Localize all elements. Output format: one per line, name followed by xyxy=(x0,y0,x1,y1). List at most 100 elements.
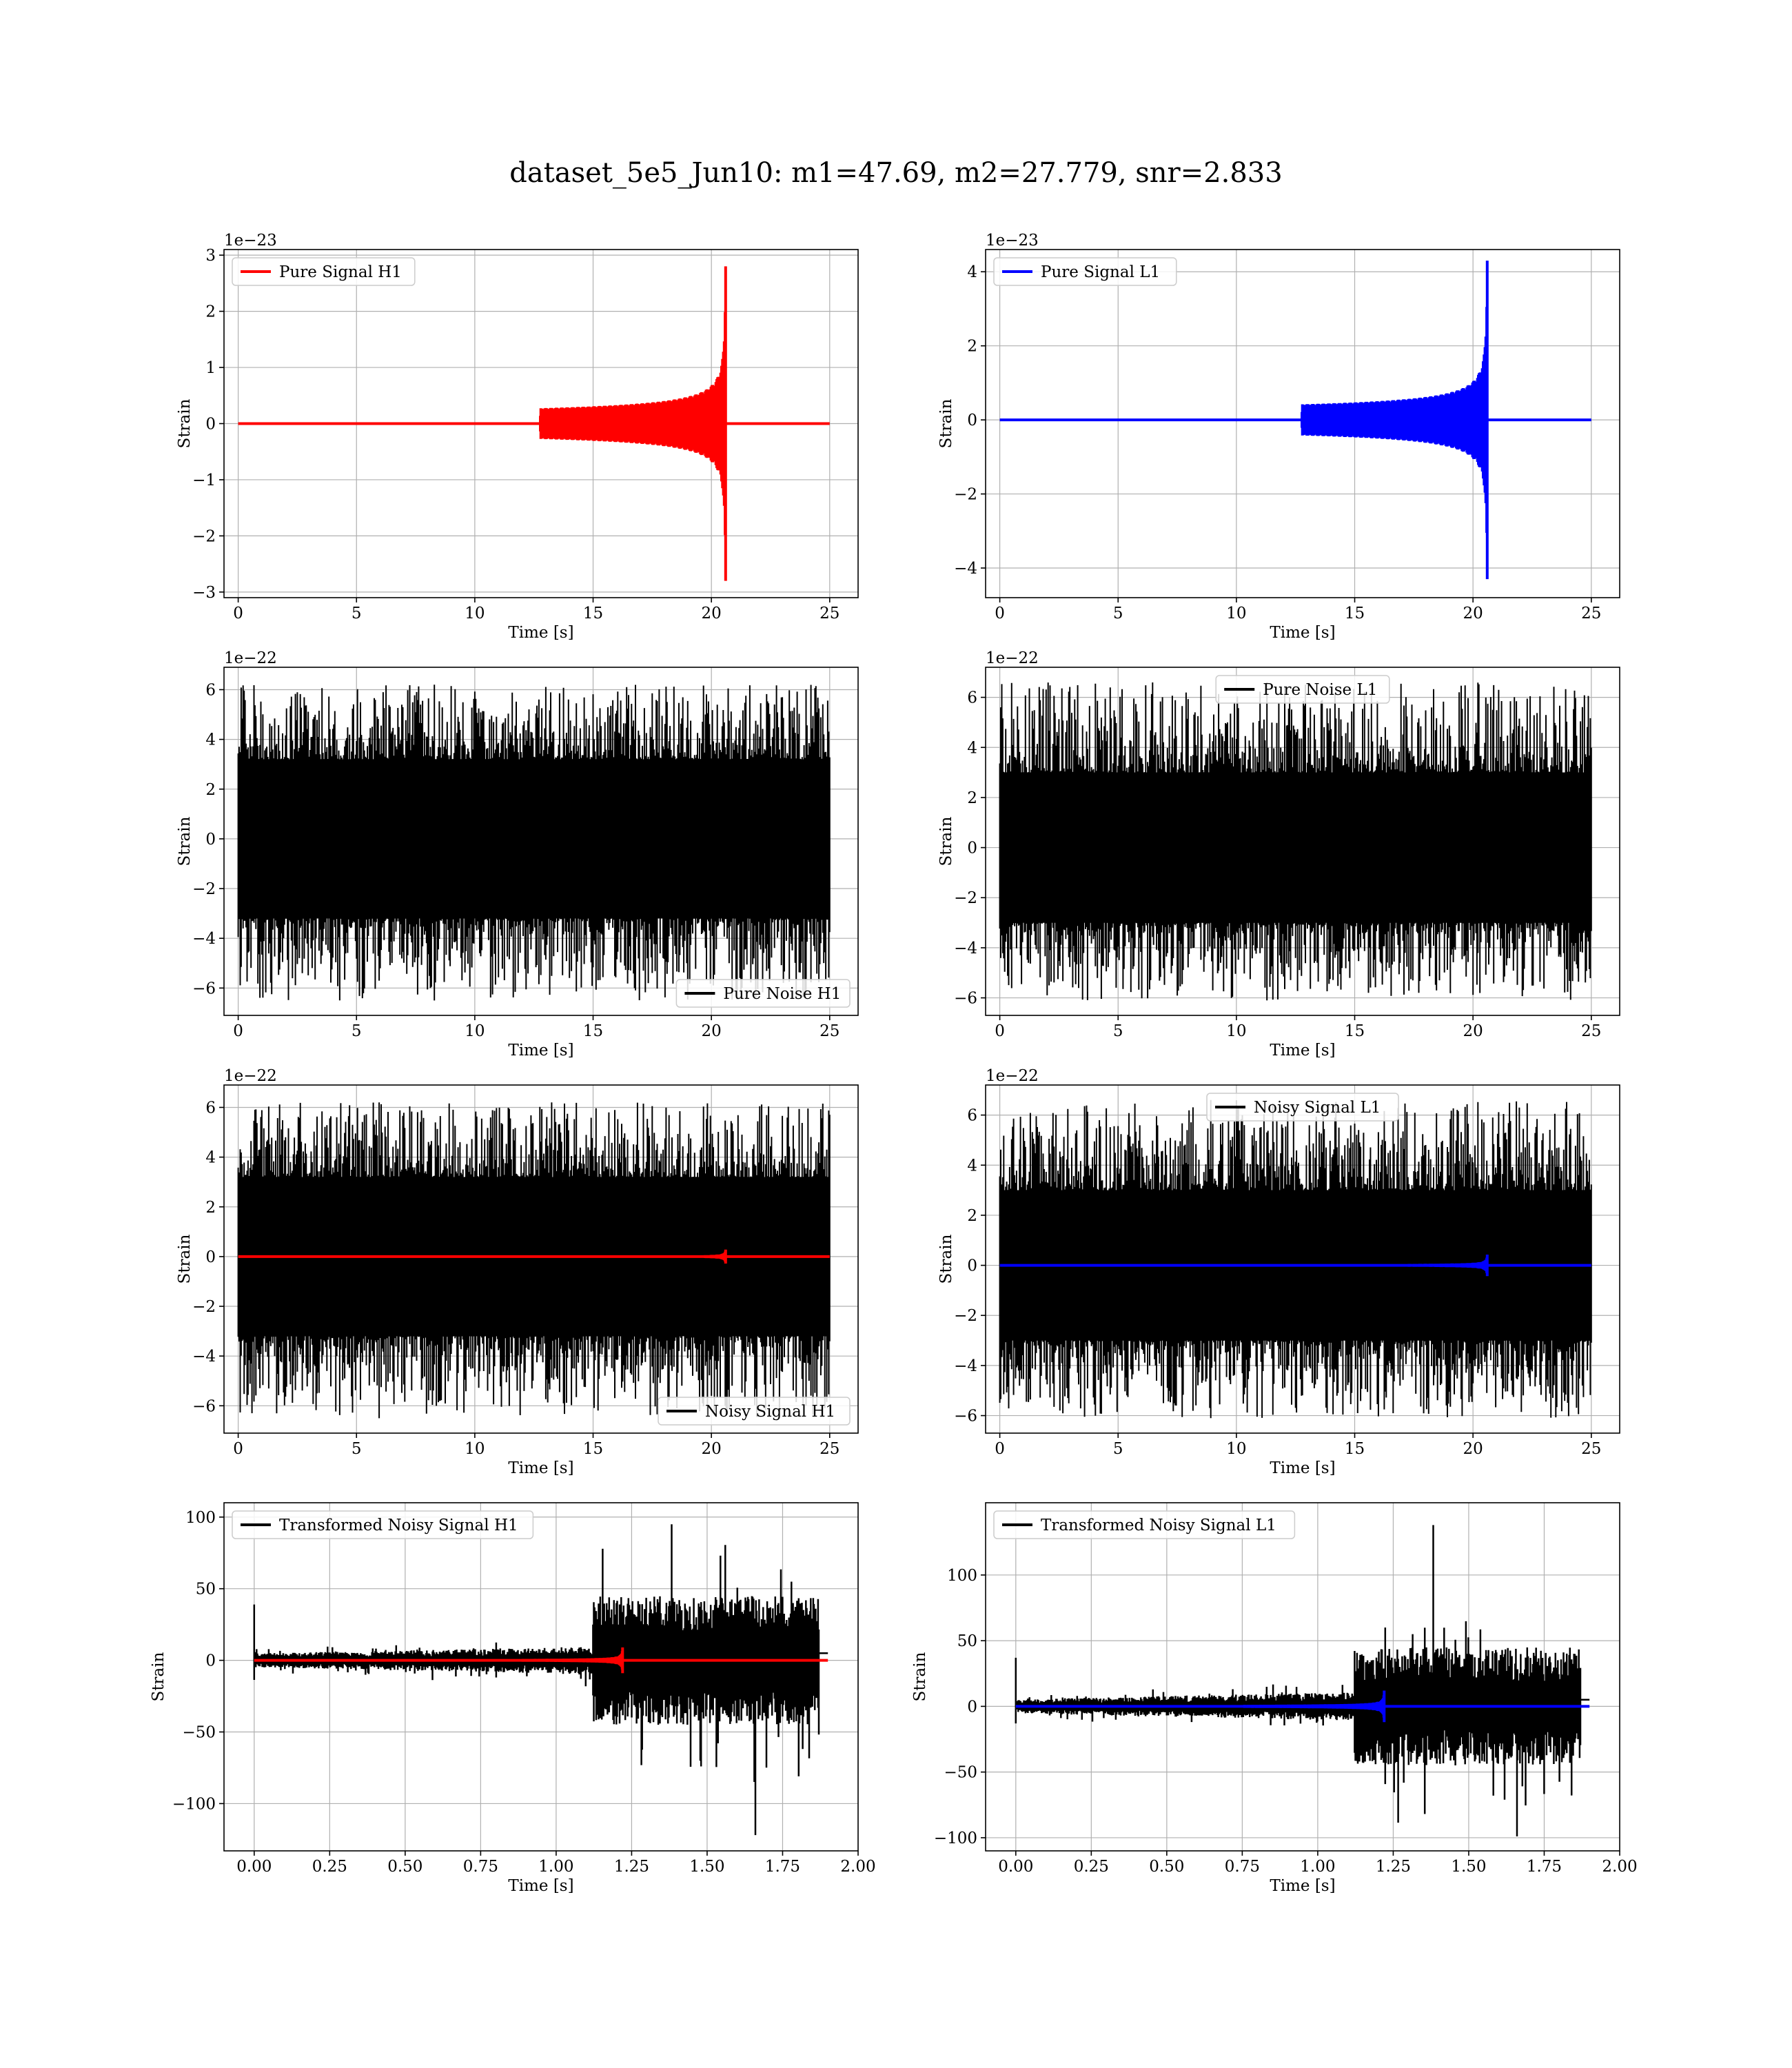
series-line xyxy=(1015,1690,1590,1723)
axes-frame xyxy=(223,1502,859,1852)
legend-label: Transformed Noisy Signal H1 xyxy=(279,1517,518,1534)
legend-box xyxy=(675,979,851,1008)
figure-title: dataset_5e5_Jun10: m1=47.69, m2=27.779, … xyxy=(509,157,1283,189)
axes-frame xyxy=(985,1502,1620,1852)
legend-box xyxy=(1206,1093,1399,1122)
y-tick-label: −6 xyxy=(192,980,216,997)
offset-text: 1e−23 xyxy=(986,232,1039,250)
y-tick-label: 2 xyxy=(967,1207,977,1225)
y-tick-label: 0 xyxy=(205,1248,216,1266)
x-tick-label: 20 xyxy=(1463,1440,1483,1458)
y-tick-label: 2 xyxy=(205,303,216,321)
axes-frame xyxy=(985,249,1620,598)
x-tick-label: 0 xyxy=(995,1440,1005,1458)
x-tick-label: 0 xyxy=(233,1022,243,1040)
x-tick-label: 20 xyxy=(1463,1022,1483,1040)
x-tick-label: 15 xyxy=(1345,1022,1365,1040)
y-tick-label: 0 xyxy=(205,831,216,849)
x-tick-label: 0.00 xyxy=(998,1858,1033,1876)
x-axis-label: Time [s] xyxy=(508,1459,573,1477)
x-tick-label: 0.50 xyxy=(387,1858,422,1876)
x-tick-label: 20 xyxy=(702,605,722,622)
x-axis-label: Time [s] xyxy=(1270,624,1335,642)
x-axis-label: Time [s] xyxy=(508,1042,573,1060)
subplot-h1-noisy: 0 5 10 15 20 25 −6 −4 −2 0 2 4 6 Time [s] Strain 1e−22 N… xyxy=(176,1067,859,1477)
y-tick-label: −2 xyxy=(192,880,216,898)
y-tick-label: 3 xyxy=(205,247,216,265)
y-tick-label: −6 xyxy=(954,1408,977,1426)
legend: Pure Noise L1 xyxy=(1215,675,1390,704)
x-tick-label: 0.75 xyxy=(463,1858,498,1876)
offset-text: 1e−23 xyxy=(224,232,277,250)
subplot-l1-noise: 0 5 10 15 20 25 −6 −4 −2 0 2 4 6 Time [s] Strain 1e−22 P… xyxy=(937,649,1620,1060)
x-tick-label: 15 xyxy=(1345,1440,1365,1458)
y-tick-label: −4 xyxy=(954,940,977,957)
offset-text: 1e−22 xyxy=(986,649,1039,667)
y-tick-label: −2 xyxy=(192,1298,216,1316)
x-tick-label: 1.00 xyxy=(1300,1858,1335,1876)
x-tick-label: 15 xyxy=(1345,605,1365,622)
y-tick-label: 100 xyxy=(947,1567,977,1585)
y-tick-label: 2 xyxy=(205,781,216,799)
legend-box xyxy=(232,257,416,286)
x-tick-label: 0 xyxy=(233,605,243,622)
plot-area xyxy=(238,266,830,581)
y-tick-label: −100 xyxy=(934,1829,977,1847)
x-tick-label: 0.25 xyxy=(312,1858,347,1876)
y-axis-label: Strain xyxy=(937,816,955,866)
subplot-h1-noise: 0 5 10 15 20 25 −6 −4 −2 0 2 4 6 Time [s] Strain 1e−22 P… xyxy=(176,649,859,1060)
offset-text: 1e−22 xyxy=(986,1067,1039,1085)
x-tick-label: 0.25 xyxy=(1074,1858,1109,1876)
y-tick-label: 0 xyxy=(967,1257,977,1275)
x-tick-label: 5 xyxy=(352,605,362,622)
plot-area xyxy=(999,1099,1592,1419)
legend: Pure Signal L1 xyxy=(993,257,1177,286)
y-tick-label: 50 xyxy=(957,1632,977,1650)
x-tick-label: 10 xyxy=(465,1022,485,1040)
series-line xyxy=(999,1099,1592,1419)
y-tick-label: −6 xyxy=(192,1397,216,1415)
y-tick-label: 2 xyxy=(967,789,977,807)
offset-text: 1e−22 xyxy=(224,649,277,667)
y-axis-label: Strain xyxy=(176,1234,194,1284)
legend-label: Pure Signal H1 xyxy=(279,263,402,281)
subplot-h1-signal: 0 5 10 15 20 25 −3 −2 −1 0 1 2 3 Time [s] Strain 1e−23P… xyxy=(176,232,859,642)
y-axis-label: Strain xyxy=(176,398,194,448)
y-tick-label: 6 xyxy=(205,1099,216,1117)
x-tick-label: 1.50 xyxy=(689,1858,724,1876)
y-tick-label: −4 xyxy=(192,1348,216,1366)
legend: Noisy Signal H1 xyxy=(658,1397,851,1426)
y-axis-label: Strain xyxy=(176,816,194,866)
y-axis-label: Strain xyxy=(937,398,955,448)
x-tick-label: 5 xyxy=(1113,605,1123,622)
y-tick-label: −2 xyxy=(954,1307,977,1325)
legend-label: Transformed Noisy Signal L1 xyxy=(1041,1517,1276,1534)
legend: Transformed Noisy Signal H1 xyxy=(232,1510,534,1539)
legend: Transformed Noisy Signal L1 xyxy=(993,1510,1296,1539)
legend-box xyxy=(658,1397,851,1426)
x-tick-label: 0 xyxy=(995,1022,1005,1040)
y-tick-label: 6 xyxy=(967,689,977,707)
x-tick-label: 0.75 xyxy=(1225,1858,1260,1876)
legend-box xyxy=(232,1510,534,1539)
series-line xyxy=(999,682,1592,1001)
x-tick-label: 10 xyxy=(465,1440,485,1458)
x-axis-label: Time [s] xyxy=(508,624,573,642)
series-line xyxy=(999,1255,1591,1277)
y-tick-label: −3 xyxy=(192,584,216,602)
y-tick-label: 6 xyxy=(205,681,216,699)
x-tick-label: 0 xyxy=(233,1440,243,1458)
legend-label: Noisy Signal L1 xyxy=(1254,1099,1381,1117)
subplot-l1-transformed: 0.00 0.25 0.50 0.75 1.00 1.25 1.50 1.75 2.00 −100… xyxy=(911,1502,1638,1895)
x-tick-label: 1.75 xyxy=(765,1858,800,1876)
subplot-h1-transformed: 0.00 0.25 0.50 0.75 1.00 1.25 1.50 1.75 2.00 −100… xyxy=(150,1502,876,1895)
y-axis-label: Strain xyxy=(911,1652,929,1701)
plot-area xyxy=(999,682,1592,1001)
x-tick-label: 5 xyxy=(1113,1022,1123,1040)
series-line xyxy=(237,1102,831,1419)
y-tick-label: 2 xyxy=(205,1199,216,1217)
series-line xyxy=(999,261,1591,580)
y-tick-label: 0 xyxy=(967,1698,977,1716)
x-tick-label: 1.75 xyxy=(1527,1858,1562,1876)
offset-text: 1e−22 xyxy=(224,1067,277,1085)
